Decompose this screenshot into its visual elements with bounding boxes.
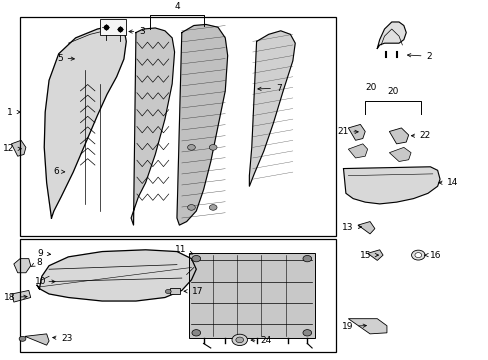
Text: 24: 24 (250, 337, 271, 346)
Polygon shape (131, 28, 174, 225)
Circle shape (192, 256, 200, 262)
Circle shape (209, 145, 217, 150)
Polygon shape (357, 221, 374, 234)
Circle shape (411, 250, 424, 260)
Circle shape (187, 145, 195, 150)
Circle shape (414, 253, 421, 257)
Text: 2: 2 (407, 52, 431, 61)
Circle shape (192, 330, 200, 336)
Text: 7: 7 (257, 84, 281, 93)
Polygon shape (37, 250, 196, 301)
Text: 10: 10 (35, 277, 55, 286)
Polygon shape (377, 22, 406, 49)
Bar (169, 288, 180, 294)
Text: 22: 22 (410, 131, 430, 140)
Polygon shape (388, 147, 410, 162)
Text: 13: 13 (341, 223, 361, 232)
Circle shape (235, 337, 243, 343)
Polygon shape (177, 24, 227, 225)
Text: 21: 21 (336, 127, 358, 136)
Polygon shape (388, 128, 408, 144)
Polygon shape (347, 319, 386, 334)
Text: 8: 8 (31, 258, 41, 267)
Circle shape (19, 336, 26, 341)
Circle shape (303, 330, 311, 336)
Text: 19: 19 (341, 322, 366, 331)
Bar (100, 19, 126, 35)
Text: 12: 12 (2, 144, 21, 153)
Bar (20, 17, 336, 236)
Polygon shape (44, 26, 126, 218)
Polygon shape (14, 258, 31, 273)
Polygon shape (249, 31, 295, 186)
Text: 9: 9 (38, 249, 51, 258)
Text: 20: 20 (365, 83, 376, 92)
Polygon shape (12, 291, 31, 302)
Text: 3: 3 (129, 27, 145, 36)
Text: 20: 20 (386, 87, 398, 96)
Polygon shape (347, 144, 367, 158)
Text: 14: 14 (438, 178, 458, 187)
Text: 17: 17 (183, 287, 203, 296)
Text: 16: 16 (424, 251, 441, 260)
Text: 18: 18 (4, 293, 27, 302)
Circle shape (231, 334, 247, 346)
Bar (20, 239, 336, 352)
Polygon shape (347, 125, 365, 140)
Polygon shape (343, 167, 439, 204)
Text: 23: 23 (53, 334, 72, 343)
Text: 15: 15 (359, 251, 378, 260)
Polygon shape (367, 250, 382, 260)
Text: 6: 6 (53, 167, 64, 176)
Text: 4: 4 (174, 2, 180, 11)
Bar (189, 253, 314, 338)
Circle shape (209, 204, 217, 210)
Polygon shape (25, 334, 49, 345)
Polygon shape (11, 140, 26, 156)
Circle shape (187, 204, 195, 210)
Text: 1: 1 (7, 108, 20, 117)
Circle shape (165, 289, 171, 294)
Text: 5: 5 (57, 54, 74, 63)
Text: 11: 11 (175, 245, 192, 255)
Circle shape (303, 256, 311, 262)
